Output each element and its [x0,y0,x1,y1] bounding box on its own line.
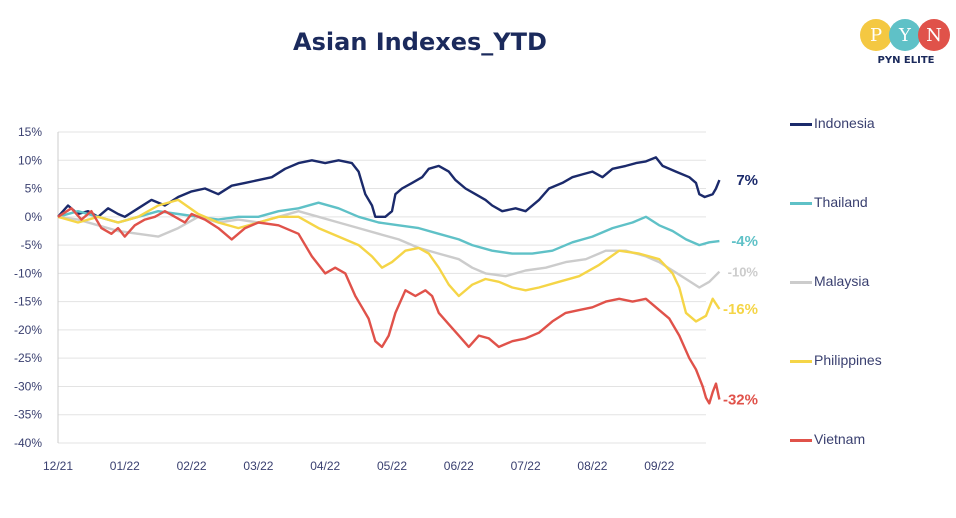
logo-letter-n: N [918,19,950,51]
y-tick-label: -5% [21,238,43,252]
end-label-thailand: -4% [731,233,758,250]
y-tick-label: -15% [14,295,42,309]
series-line-indonesia [57,156,721,218]
y-tick-label: -40% [14,436,42,450]
legend-label-thailand: Thailand [814,194,868,210]
x-tick-label: 05/22 [377,459,407,473]
x-tick-label: 06/22 [444,459,474,473]
x-tick-label: 01/22 [110,459,140,473]
x-tick-label: 02/22 [177,459,207,473]
y-tick-label: -35% [14,408,42,422]
end-label-indonesia: 7% [736,172,758,189]
x-tick-label: 08/22 [577,459,607,473]
legend-label-philippines: Philippines [814,352,882,368]
chart-title: Asian Indexes_YTD [293,28,547,56]
series-line-malaysia [57,210,721,289]
y-tick-label: -10% [14,266,42,280]
legend-item-thailand: Thailand [790,194,950,214]
legend-item-malaysia: Malaysia [790,273,950,293]
series-line-vietnam [57,207,721,405]
end-label-vietnam: -32% [723,391,758,408]
legend-line-philippines [790,360,812,363]
logo-text: PYN ELITE [877,55,935,66]
legend-line-thailand [790,202,812,205]
x-tick-label: 07/22 [511,459,541,473]
end-label-philippines: -16% [723,301,758,318]
end-label-malaysia: -10% [728,265,759,280]
x-tick-label: 03/22 [243,459,273,473]
logo-letter-p: P [860,19,892,51]
y-tick-label: -25% [14,351,42,365]
legend-item-philippines: Philippines [790,352,950,372]
legend-line-malaysia [790,281,812,284]
legend-line-indonesia [790,123,812,126]
y-tick-label: -20% [14,323,42,337]
legend-label-vietnam: Vietnam [814,431,866,447]
y-tick-label: -30% [14,379,42,393]
y-tick-label: 0% [25,210,43,224]
x-tick-label: 04/22 [310,459,340,473]
y-tick-label: 5% [25,182,43,196]
pyn-elite-logo: P Y N PYN ELITE [860,19,952,71]
legend-item-vietnam: Vietnam [790,431,950,451]
legend-item-indonesia: Indonesia [790,115,950,135]
x-tick-label: 09/22 [644,459,674,473]
series-line-thailand [57,201,720,255]
x-tick-label: 12/21 [43,459,73,473]
series-line-philippines [57,198,721,323]
legend-label-malaysia: Malaysia [814,273,870,289]
y-tick-label: 10% [18,153,42,167]
legend-line-vietnam [790,439,812,442]
logo-letter-y: Y [889,19,921,51]
y-tick-label: 15% [18,125,42,139]
legend-label-indonesia: Indonesia [814,115,875,131]
